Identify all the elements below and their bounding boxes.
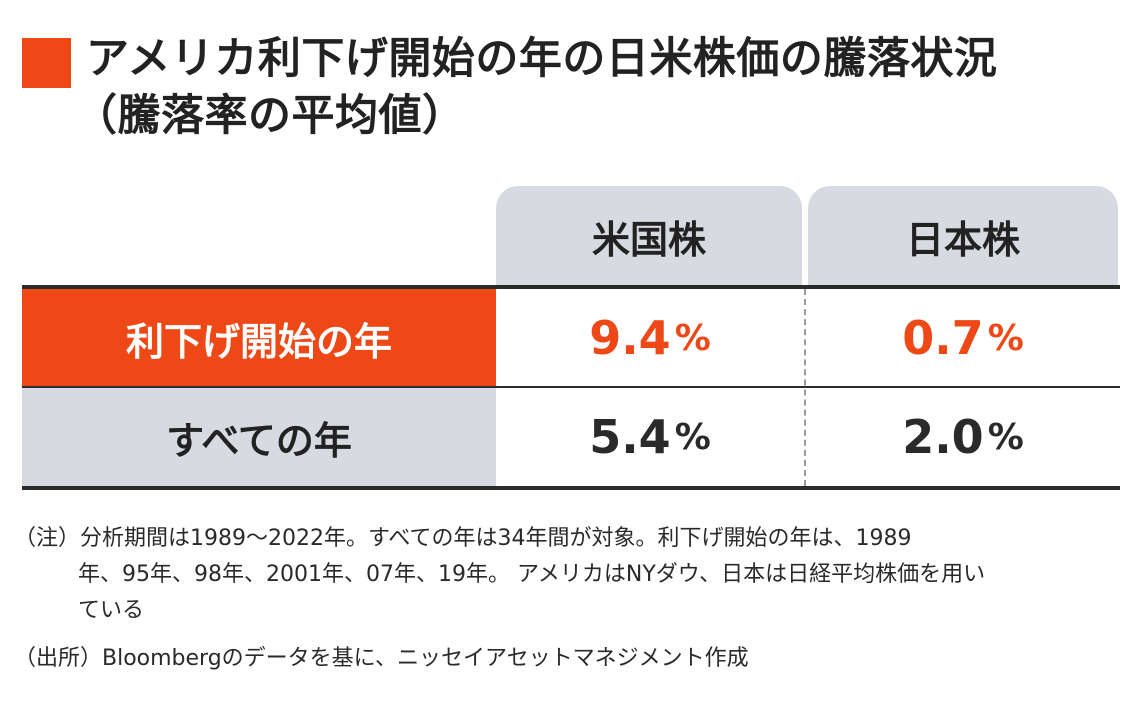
value-jp-all-years: 2.0: [902, 410, 984, 464]
source-note: （出所）Bloombergのデータを基に、ニッセイアセットマネジメント作成: [14, 646, 749, 671]
chart-subtitle: （騰落率の平均値）: [74, 91, 466, 141]
unit-percent: %: [674, 416, 711, 458]
table-middle-rule: [22, 386, 1120, 388]
row-label-all-years: すべての年: [22, 388, 496, 486]
cell-us-rate-cut-year: 9.4%: [496, 289, 804, 387]
unit-percent: %: [987, 317, 1024, 359]
column-header-us-stocks: 米国株: [496, 186, 802, 286]
value-jp-rate-cut-year: 0.7: [902, 311, 984, 365]
note-line-1: （注）分析期間は1989～2022年。すべての年は34年間が対象。利下げ開始の年…: [14, 526, 912, 551]
row-label-rate-cut-year: 利下げ開始の年: [22, 289, 496, 387]
cell-us-all-years: 5.4%: [496, 388, 804, 486]
note-line-2: 年、95年、98年、2001年、07年、19年。 アメリカはNYダウ、日本は日経…: [78, 562, 986, 587]
column-header-jp-stocks: 日本株: [808, 186, 1118, 286]
cell-jp-all-years: 2.0%: [806, 388, 1120, 486]
note-line-3: ている: [78, 598, 145, 623]
chart-title: アメリカ利下げ開始の年の日米株価の騰落状況: [86, 34, 998, 84]
value-us-rate-cut-year: 9.4: [589, 311, 671, 365]
table-top-rule: [22, 285, 1120, 289]
title-marker: [22, 38, 71, 88]
column-divider: [804, 289, 806, 486]
table-bottom-rule: [22, 486, 1120, 490]
unit-percent: %: [674, 317, 711, 359]
unit-percent: %: [987, 416, 1024, 458]
cell-jp-rate-cut-year: 0.7%: [806, 289, 1120, 387]
value-us-all-years: 5.4: [589, 410, 671, 464]
